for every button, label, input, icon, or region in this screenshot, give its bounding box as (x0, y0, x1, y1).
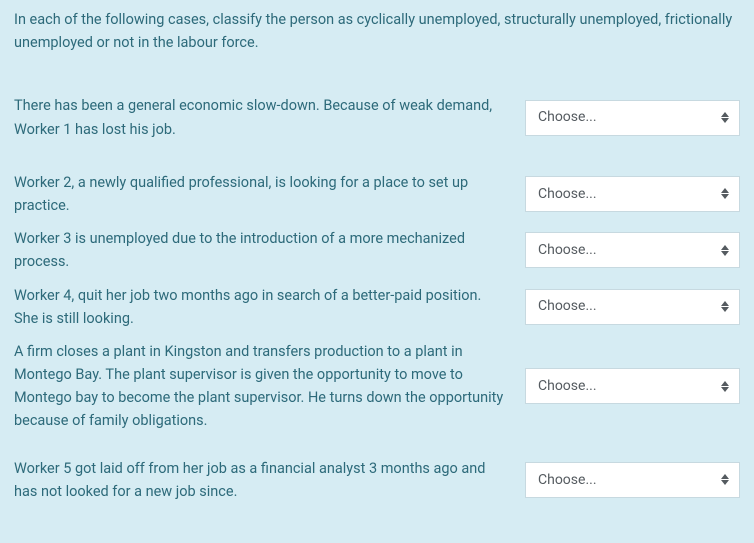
question-row-4: Worker 4, quit her job two months ago in… (14, 284, 740, 330)
answer-select-wrap: Choose... (525, 289, 740, 325)
answer-select[interactable]: Choose... (525, 232, 740, 268)
question-row-3: Worker 3 is unemployed due to the introd… (14, 227, 740, 273)
answer-select-wrap: Choose... (525, 462, 740, 498)
chevron-updown-icon (721, 245, 729, 256)
question-row-2: Worker 2, a newly qualified professional… (14, 171, 740, 217)
chevron-updown-icon (721, 188, 729, 199)
answer-select[interactable]: Choose... (525, 176, 740, 212)
select-placeholder: Choose... (538, 183, 597, 205)
select-placeholder: Choose... (538, 469, 597, 491)
answer-select-wrap: Choose... (525, 232, 740, 268)
answer-select[interactable]: Choose... (525, 462, 740, 498)
chevron-updown-icon (721, 381, 729, 392)
question-row-5: A firm closes a plant in Kingston and tr… (14, 340, 740, 433)
question-prompt: Worker 2, a newly qualified professional… (14, 171, 505, 217)
question-prompt: Worker 5 got laid off from her job as a … (14, 457, 505, 503)
chevron-updown-icon (721, 474, 729, 485)
select-placeholder: Choose... (538, 295, 597, 317)
select-placeholder: Choose... (538, 106, 597, 128)
question-intro: In each of the following cases, classify… (14, 8, 740, 54)
question-prompt: There has been a general economic slow-d… (14, 94, 505, 140)
question-prompt: Worker 4, quit her job two months ago in… (14, 284, 505, 330)
chevron-updown-icon (721, 112, 729, 123)
answer-select[interactable]: Choose... (525, 289, 740, 325)
question-prompt: A firm closes a plant in Kingston and tr… (14, 340, 505, 433)
select-placeholder: Choose... (538, 375, 597, 397)
question-row-6: Worker 5 got laid off from her job as a … (14, 457, 740, 503)
chevron-updown-icon (721, 301, 729, 312)
answer-select-wrap: Choose... (525, 368, 740, 404)
answer-select[interactable]: Choose... (525, 100, 740, 136)
answer-select-wrap: Choose... (525, 176, 740, 212)
question-row-1: There has been a general economic slow-d… (14, 94, 740, 140)
answer-select-wrap: Choose... (525, 100, 740, 136)
question-prompt: Worker 3 is unemployed due to the introd… (14, 227, 505, 273)
select-placeholder: Choose... (538, 239, 597, 261)
answer-select[interactable]: Choose... (525, 368, 740, 404)
